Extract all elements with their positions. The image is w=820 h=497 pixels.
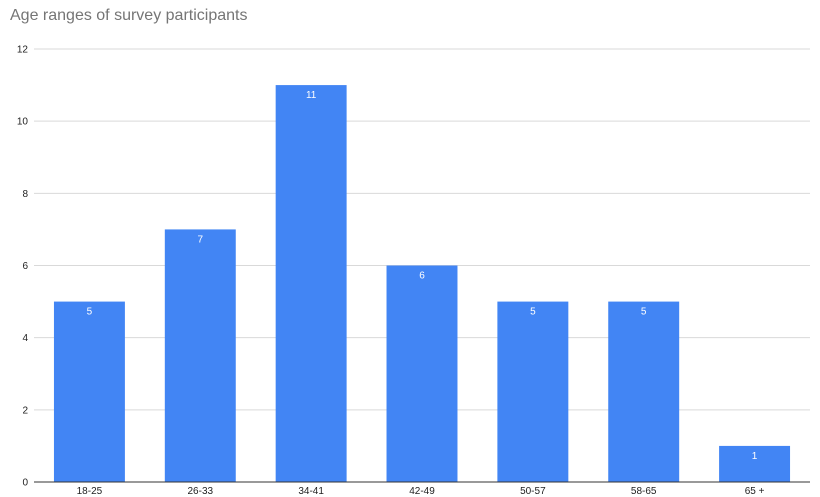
bar-26-33[interactable] — [164, 229, 236, 482]
y-tick-label: 12 — [17, 45, 29, 56]
x-tick-label: 42-49 — [409, 486, 435, 497]
bar-data-label: 7 — [198, 234, 204, 245]
y-tick-label: 4 — [22, 333, 28, 344]
y-tick-label: 10 — [17, 117, 29, 128]
bars — [53, 85, 791, 483]
bar-58-65[interactable] — [608, 301, 680, 482]
bar-data-label: 5 — [87, 307, 93, 318]
y-tick-label: 6 — [22, 261, 28, 272]
y-axis-tick-labels: 0 2 4 6 8 10 12 — [17, 45, 29, 489]
x-tick-label: 50-57 — [520, 486, 546, 497]
x-tick-label: 18-25 — [77, 486, 103, 497]
y-tick-label: 2 — [22, 405, 28, 416]
bar-data-label: 5 — [530, 307, 536, 318]
bar-50-57[interactable] — [497, 301, 569, 482]
bar-data-label: 5 — [641, 307, 647, 318]
chart-title: Age ranges of survey participants — [10, 7, 248, 24]
x-tick-label: 58-65 — [631, 486, 657, 497]
bar-65-plus[interactable] — [719, 445, 791, 482]
x-tick-label: 34-41 — [298, 486, 324, 497]
bar-data-label: 11 — [306, 90, 317, 101]
bar-42-49[interactable] — [386, 265, 458, 483]
x-axis-tick-labels: 18-25 26-33 34-41 42-49 50-57 58-65 65 + — [77, 486, 765, 497]
y-tick-label: 8 — [22, 189, 28, 200]
bar-34-41[interactable] — [275, 85, 347, 482]
bar-data-labels: 5 7 11 6 5 5 1 — [87, 90, 758, 462]
bar-data-label: 6 — [419, 271, 425, 282]
x-tick-label: 26-33 — [187, 486, 213, 497]
bar-18-25[interactable] — [53, 301, 125, 482]
bar-data-label: 1 — [752, 451, 758, 462]
x-tick-label: 65 + — [745, 486, 765, 497]
y-tick-label: 0 — [22, 478, 28, 489]
